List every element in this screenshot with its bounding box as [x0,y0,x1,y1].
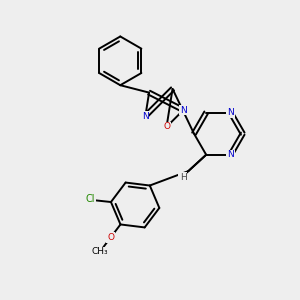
Text: N: N [227,150,234,159]
Text: O: O [163,122,170,131]
Text: N: N [227,108,234,117]
Text: Cl: Cl [85,194,95,205]
Text: H: H [178,172,185,182]
Text: H: H [180,172,187,182]
Text: N: N [142,112,149,121]
Text: O: O [107,233,114,242]
Text: CH₃: CH₃ [92,247,108,256]
Text: N: N [180,106,187,115]
